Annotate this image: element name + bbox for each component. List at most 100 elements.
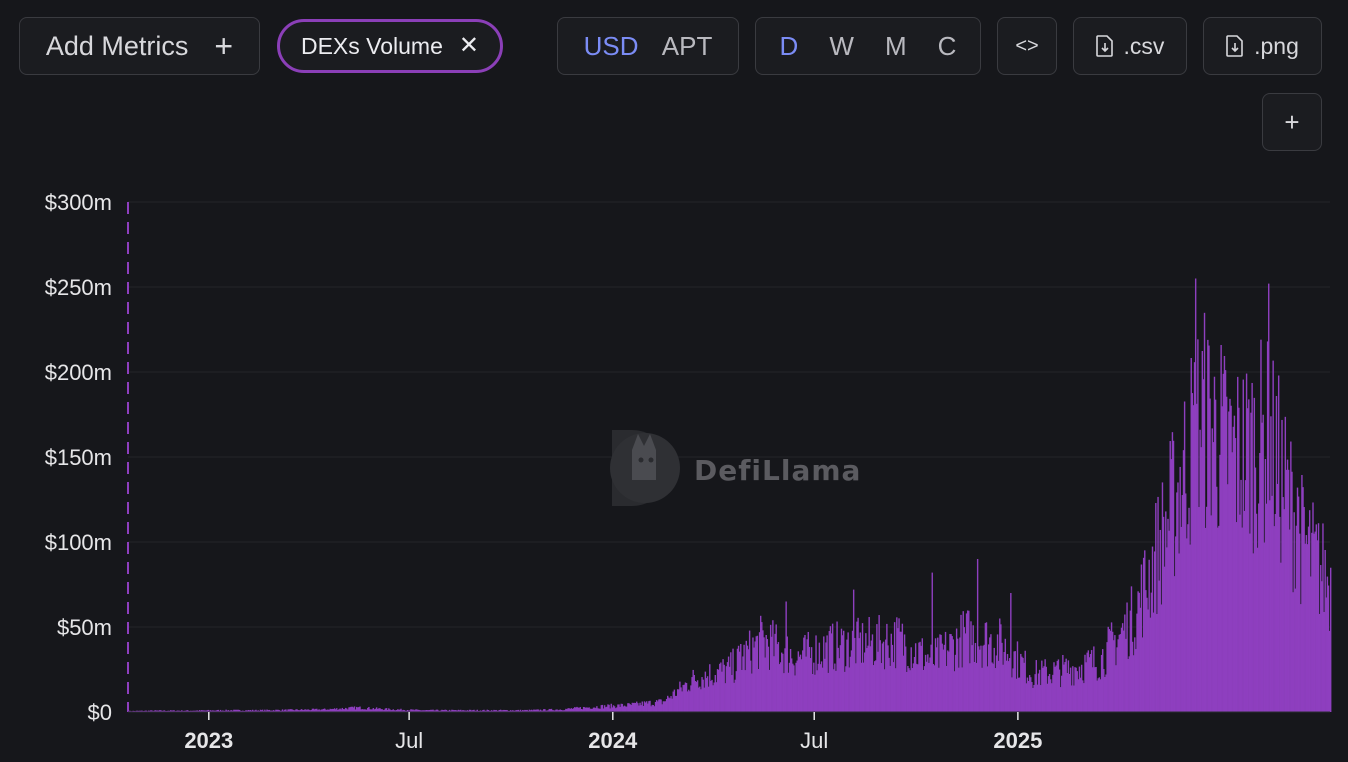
download-png-button[interactable]: .png [1203,17,1322,75]
metric-chip-dexs-volume[interactable]: DEXs Volume ✕ [277,19,503,73]
currency-option-apt[interactable]: APT [661,30,713,61]
volume-bar [762,630,764,712]
volume-bar [1099,679,1102,712]
volume-bar [870,640,873,712]
volume-bar [1135,649,1137,712]
volume-bar [427,710,430,712]
volume-bar [1154,551,1156,712]
volume-bar [1253,397,1256,712]
volume-bar [382,710,384,712]
volume-bar [1092,667,1094,712]
volume-bar [772,620,774,712]
volume-bar [1071,685,1073,712]
volume-bar [724,683,726,712]
volume-bar [1268,283,1270,712]
volume-bar [1000,624,1002,712]
volume-bar [560,710,563,712]
add-chart-button[interactable]: + [1262,93,1322,151]
volume-bar [576,706,578,712]
period-option-daily[interactable]: D [779,30,799,61]
download-csv-button[interactable]: .csv [1073,17,1187,75]
volume-bar [830,633,833,712]
volume-bar [1120,627,1123,712]
volume-bar [1284,416,1287,712]
period-option-cumulative[interactable]: C [937,30,957,61]
volume-bar [600,705,603,712]
chart-bars [128,278,1332,713]
volume-bar [298,710,300,712]
volume-bar [630,704,632,712]
volume-bar [727,656,730,712]
volume-bar [232,710,234,712]
volume-bar [787,672,790,712]
volume-bar [703,687,705,712]
volume-bar [371,709,373,712]
volume-bar [509,710,512,712]
volume-bar [920,645,922,712]
volume-bar [204,710,206,712]
volume-bar [539,709,542,712]
volume-bar [1181,495,1184,712]
volume-bar [846,639,848,712]
volume-bar [267,710,269,712]
volume-bar [393,710,396,712]
volume-bar [1031,682,1033,712]
currency-option-usd[interactable]: USD [583,30,639,61]
volume-bar [288,709,290,712]
volume-bar [1275,396,1278,712]
volume-bar [537,709,539,712]
volume-bar [315,708,317,712]
volume-bar [904,646,907,712]
add-metrics-button[interactable]: Add Metrics + [19,17,260,75]
plus-icon: + [214,28,234,64]
volume-bar [916,663,918,712]
volume-bar [214,710,216,712]
volume-bar [790,658,793,712]
volume-bar [302,710,305,712]
volume-bar [1233,415,1236,712]
volume-bar [495,709,497,712]
volume-bar [879,640,881,712]
volume-bar [282,710,285,712]
volume-bar [1325,597,1327,712]
volume-bar [1192,405,1195,712]
volume-bar [243,710,245,712]
volume-bar [613,706,616,712]
period-option-weekly[interactable]: W [829,30,854,61]
volume-bar [645,701,648,712]
volume-bar [181,710,183,712]
volume-bar [164,710,166,712]
volume-bar [1227,484,1229,712]
volume-bar [368,706,370,712]
volume-bar [1106,642,1108,712]
volume-bar [572,708,575,712]
volume-bar [485,710,487,712]
volume-bar [1193,362,1196,712]
volume-bar [162,710,164,712]
close-icon[interactable]: ✕ [458,32,479,59]
embed-button[interactable]: <> [997,17,1057,75]
volume-bar [729,666,731,712]
volume-bar [218,710,221,712]
volume-bar [562,710,565,712]
y-axis-ticks: $0 $50m $100m $150m $200m $250m $300m [45,190,112,725]
volume-bar [817,663,819,712]
volume-bar [681,691,683,712]
volume-bar [668,697,670,712]
volume-bar [285,709,287,712]
volume-bar [525,710,527,712]
period-option-monthly[interactable]: M [884,30,907,61]
volume-bar [713,682,715,712]
volume-bar [176,710,179,712]
volume-bar [363,709,366,712]
volume-bar [759,615,762,712]
volume-bar [1111,631,1114,712]
volume-bar [431,709,433,712]
volume-bar [404,710,407,712]
volume-bar [1116,647,1118,712]
volume-bar [173,710,175,712]
volume-bar [590,708,593,712]
volume-bar [433,710,435,712]
volume-bar [827,672,829,712]
volume-bar [802,650,804,712]
